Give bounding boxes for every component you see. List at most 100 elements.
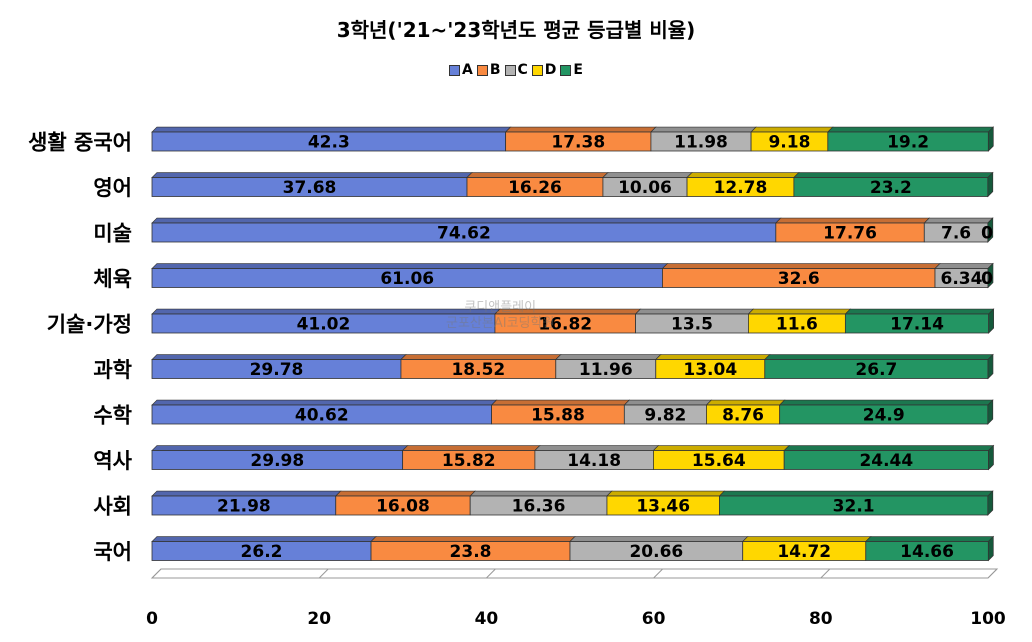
data-label-D: 13.46 <box>636 497 690 517</box>
data-label-A: 29.78 <box>250 360 304 380</box>
data-label-A: 41.02 <box>297 315 351 335</box>
data-label-C: 9.82 <box>644 406 686 426</box>
bar-side <box>988 444 994 471</box>
data-label-D: 13.04 <box>683 360 737 380</box>
bar-side <box>987 353 994 380</box>
bar-top-C <box>554 354 662 360</box>
data-label-C: 10.06 <box>618 178 672 198</box>
bar-top-C <box>634 308 755 315</box>
data-label-E: 0 <box>981 269 993 289</box>
bar-top-B <box>774 217 931 224</box>
data-label-B: 23.8 <box>450 542 492 562</box>
data-label-A: 42.3 <box>308 133 350 153</box>
bar-top-B <box>504 126 657 133</box>
category-label: 과학 <box>93 358 132 382</box>
data-label-A: 29.98 <box>250 451 304 471</box>
data-label-C: 11.96 <box>579 360 633 380</box>
bar-top-E <box>783 445 995 451</box>
bar-top-A <box>151 399 498 406</box>
bar-side <box>987 399 994 425</box>
data-label-B: 16.08 <box>376 497 430 517</box>
bar-top-B <box>490 399 631 406</box>
legend-item-C: C <box>504 62 528 78</box>
bar-top-D <box>686 172 800 178</box>
bar-top-D <box>747 308 852 315</box>
category-label: 생활 중국어 <box>28 131 132 155</box>
bar-top-C <box>650 126 757 133</box>
legend-swatch <box>531 64 543 76</box>
bar-top-B <box>370 536 576 542</box>
data-label-D: 12.78 <box>714 178 768 198</box>
legend-label: E <box>573 62 583 78</box>
bar-top-E <box>778 399 994 406</box>
bar-top-C <box>602 172 693 178</box>
data-label-B: 15.82 <box>442 451 496 471</box>
bar-top-B <box>401 445 541 451</box>
x-tick-label: 0 <box>146 609 158 629</box>
bar-top-A <box>151 263 669 269</box>
x-tick-label: 60 <box>642 609 666 629</box>
legend-item-D: D <box>531 62 556 78</box>
bar-top-E <box>718 490 994 497</box>
bar-top-C <box>469 490 613 497</box>
data-label-A: 61.06 <box>380 269 434 289</box>
bar-side <box>987 217 994 243</box>
x-gridline <box>820 568 831 579</box>
data-label-B: 17.76 <box>823 224 877 244</box>
bar-top-C <box>569 536 749 542</box>
legend-item-A: A <box>449 62 473 78</box>
data-label-D: 15.64 <box>692 451 746 471</box>
bar-top-E <box>793 172 994 178</box>
data-label-E: 32.1 <box>833 497 875 517</box>
x-gridline <box>486 568 496 579</box>
legend-label: B <box>489 62 501 78</box>
bar-side <box>988 308 994 334</box>
x-tick-label: 80 <box>809 609 833 629</box>
data-label-B: 16.26 <box>508 178 562 198</box>
category-label: 영어 <box>93 176 132 200</box>
data-label-E: 26.7 <box>855 360 897 380</box>
data-label-E: 14.66 <box>900 542 954 562</box>
data-label-C: 13.5 <box>671 315 713 335</box>
data-label-E: 24.9 <box>863 406 905 426</box>
data-label-E: 24.44 <box>859 451 913 471</box>
data-label-D: 0 <box>981 269 993 289</box>
plot-floor <box>150 568 999 579</box>
category-label: 미술 <box>93 222 132 246</box>
bar-top-D <box>750 126 834 133</box>
bar-top-C <box>934 263 994 269</box>
watermark: 쿠디앤플레이 군포산본AI코딩학원 <box>446 300 554 332</box>
legend-item-E: E <box>560 62 583 78</box>
bar-top-E <box>864 536 995 542</box>
data-label-C: 14.18 <box>567 451 621 471</box>
data-label-A: 37.68 <box>283 178 337 198</box>
data-label-D: 11.6 <box>776 315 818 335</box>
bar-top-B <box>400 354 562 360</box>
bar-side <box>987 535 994 562</box>
x-tick-label: 100 <box>970 609 1006 629</box>
bar-top-A <box>151 172 473 178</box>
data-label-C: 7.6 <box>941 224 971 244</box>
bar-side <box>987 171 994 198</box>
bar-top-E <box>826 126 995 133</box>
watermark-line-2: 군포산본AI코딩학원 <box>446 316 555 331</box>
legend-label: C <box>517 62 528 78</box>
data-label-C: 20.66 <box>629 542 683 562</box>
bar-top-D <box>741 536 872 542</box>
bar-top-D <box>652 445 790 451</box>
bar-top-B <box>466 172 609 178</box>
data-label-B: 17.38 <box>551 133 605 153</box>
data-label-D: 0 <box>981 224 993 244</box>
data-label-E: 0 <box>981 224 993 244</box>
data-label-D: 9.18 <box>768 133 810 153</box>
legend-label: A <box>462 62 473 78</box>
bar-top-A <box>151 126 512 133</box>
data-label-C: 6.34 <box>941 269 983 289</box>
data-label-A: 40.62 <box>295 406 349 426</box>
bar-top-B <box>661 263 941 269</box>
data-label-B: 16.82 <box>538 315 592 335</box>
data-label-E: 23.2 <box>870 178 912 198</box>
category-label: 기술·가정 <box>47 313 132 337</box>
data-label-E: 17.14 <box>890 315 944 335</box>
